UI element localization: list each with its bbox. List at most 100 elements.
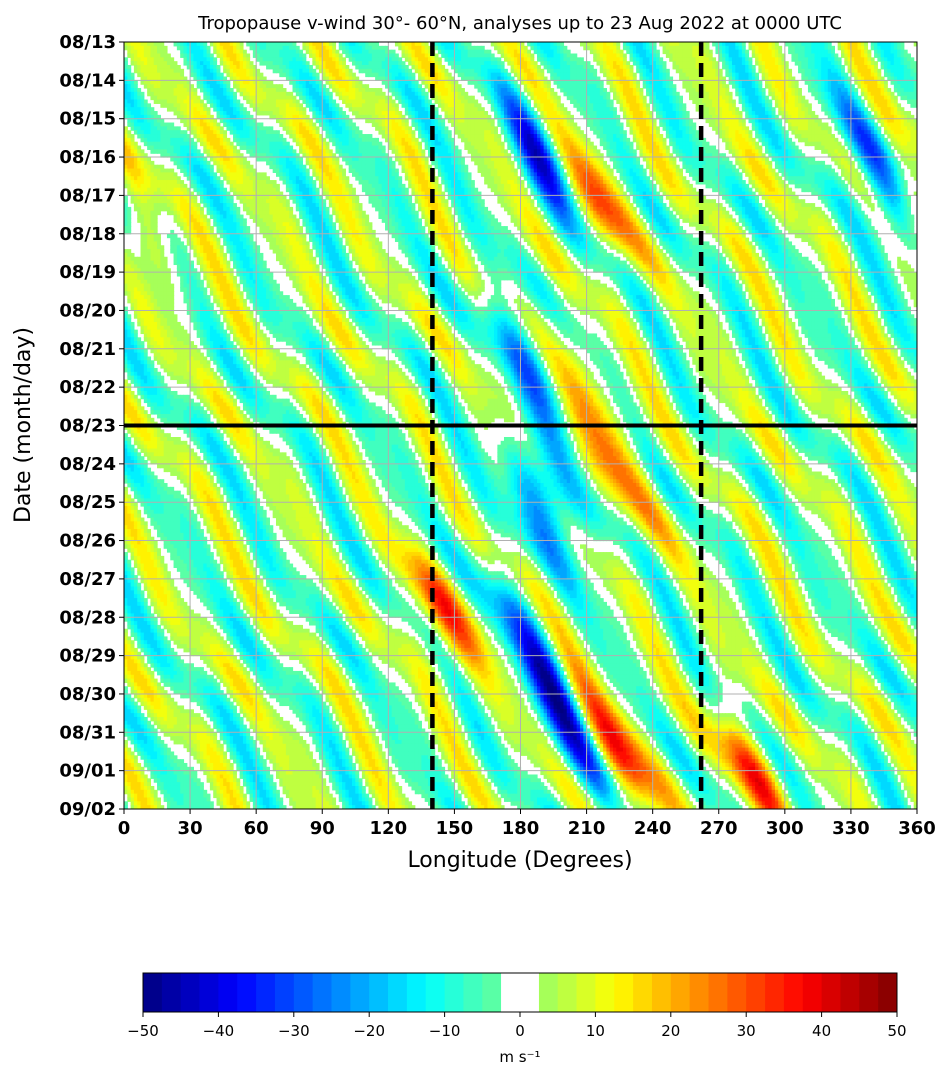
field-cell <box>553 76 558 81</box>
field-cell <box>474 57 479 62</box>
field-cell <box>613 65 617 70</box>
field-cell <box>157 61 161 66</box>
field-cell <box>609 68 614 74</box>
field-cell <box>318 57 323 62</box>
field-cell <box>239 68 244 74</box>
field-cell <box>147 42 152 47</box>
field-cell <box>817 72 822 78</box>
field-cell <box>223 45 228 51</box>
field-cell <box>332 53 337 58</box>
field-cell <box>127 42 132 47</box>
field-cell <box>434 111 439 116</box>
field-cell <box>193 57 198 62</box>
field-cell <box>348 57 353 62</box>
field-cell <box>741 49 746 55</box>
field-cell <box>262 45 267 51</box>
field-cell <box>457 45 462 51</box>
field-cell <box>679 76 683 81</box>
field-cell <box>556 57 561 62</box>
field-cell <box>236 68 241 74</box>
field-cell <box>632 45 637 51</box>
field-cell <box>887 49 892 55</box>
field-cell <box>722 45 726 51</box>
field-cell <box>874 76 878 81</box>
field-cell <box>302 53 307 58</box>
field-cell <box>404 80 409 85</box>
field-cell <box>824 61 829 66</box>
field-cell <box>679 68 683 74</box>
field-cell <box>378 88 383 93</box>
field-cell <box>381 80 386 85</box>
field-cell <box>537 49 541 55</box>
field-cell <box>233 80 237 85</box>
field-cell <box>371 65 376 70</box>
field-cell <box>655 65 660 70</box>
field-cell <box>596 49 601 55</box>
field-cell <box>533 49 538 55</box>
field-cell <box>741 122 746 127</box>
field-cell <box>794 49 799 55</box>
field-cell <box>335 72 340 78</box>
field-cell <box>860 65 865 70</box>
field-cell <box>599 53 604 58</box>
field-cell <box>619 126 624 131</box>
field-cell <box>847 45 852 51</box>
field-cell <box>606 45 611 51</box>
field-cell <box>854 57 859 62</box>
field-cell <box>437 76 442 81</box>
field-cell <box>249 76 254 81</box>
field-cell <box>295 72 300 78</box>
field-cell <box>338 72 343 78</box>
field-cell <box>520 65 525 70</box>
field-cell <box>140 61 145 66</box>
field-cell <box>424 95 429 101</box>
field-cell <box>870 42 875 47</box>
field-cell <box>731 99 736 104</box>
field-cell <box>745 65 750 70</box>
field-cell <box>877 130 882 135</box>
field-cell <box>874 122 878 127</box>
field-cell <box>593 72 598 78</box>
field-cell <box>768 45 773 51</box>
field-cell <box>556 53 561 58</box>
field-cell <box>130 49 135 55</box>
field-cell <box>682 68 687 74</box>
field-cell <box>130 42 135 47</box>
field-cell <box>622 61 627 66</box>
field-cell <box>147 49 152 55</box>
field-cell <box>328 65 333 70</box>
field-cell <box>788 42 793 47</box>
field-cell <box>269 45 274 51</box>
field-cell <box>731 49 736 55</box>
field-cell <box>457 49 462 55</box>
field-cell <box>560 103 565 108</box>
field-cell <box>672 57 677 62</box>
field-cell <box>781 65 786 70</box>
field-cell <box>153 57 158 62</box>
field-cell <box>850 45 855 51</box>
field-cell <box>315 61 320 66</box>
field-cell <box>655 49 660 55</box>
field-cell <box>140 65 145 70</box>
field-cell <box>470 95 475 101</box>
field-cell <box>870 45 875 51</box>
field-cell <box>550 65 555 70</box>
field-cell <box>804 49 809 55</box>
field-cell <box>566 76 571 81</box>
field-cell <box>236 53 241 58</box>
field-cell <box>322 72 327 78</box>
field-cell <box>500 61 505 66</box>
field-cell <box>193 65 198 70</box>
field-cell <box>424 53 429 58</box>
field-cell <box>751 45 756 51</box>
field-cell <box>669 57 674 62</box>
field-cell <box>203 103 208 108</box>
field-cell <box>302 111 307 116</box>
field-cell <box>242 57 247 62</box>
field-cell <box>418 61 422 66</box>
field-cell <box>318 45 323 51</box>
field-cell <box>798 53 802 58</box>
field-cell <box>206 80 211 85</box>
field-cell <box>685 53 690 58</box>
field-cell <box>345 65 350 70</box>
